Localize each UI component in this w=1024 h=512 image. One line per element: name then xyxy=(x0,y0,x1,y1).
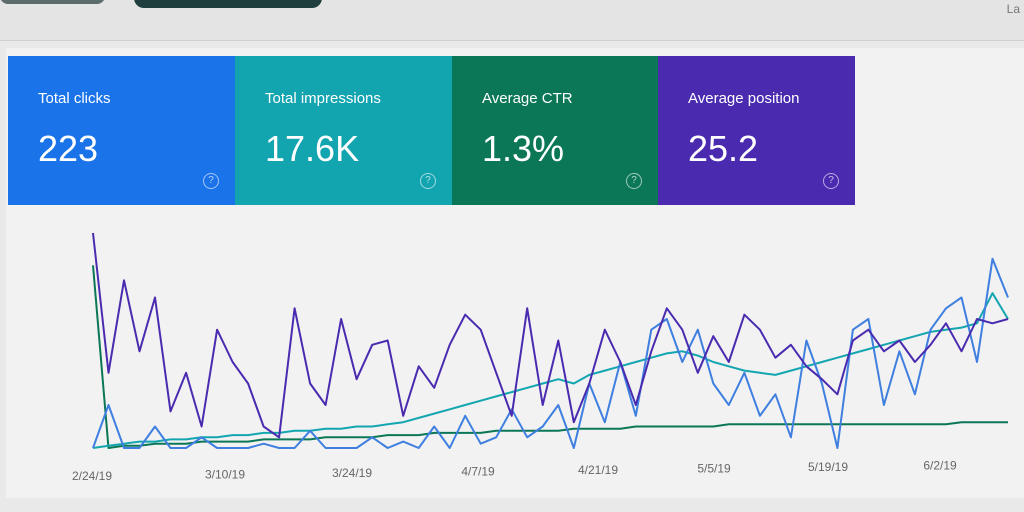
nav-button[interactable] xyxy=(0,0,105,4)
x-tick-label: 6/2/19 xyxy=(923,459,957,473)
card-value: 1.3% xyxy=(482,128,565,169)
card-average-ctr[interactable]: Average CTR 1.3% ? xyxy=(452,56,658,205)
card-label: Average CTR xyxy=(482,90,573,107)
series-line-total-clicks xyxy=(92,257,1009,449)
card-label: Average position xyxy=(688,90,800,107)
card-average-position[interactable]: Average position 25.2 ? xyxy=(658,56,855,205)
series-line-total-impressions xyxy=(92,292,1009,449)
x-tick-label: 3/24/19 xyxy=(332,466,372,480)
card-value: 17.6K xyxy=(265,128,360,169)
x-tick-label: 2/24/19 xyxy=(72,469,112,483)
help-icon[interactable]: ? xyxy=(823,173,839,189)
help-icon[interactable]: ? xyxy=(420,173,436,189)
card-label: Total clicks xyxy=(38,90,111,107)
help-icon[interactable]: ? xyxy=(203,173,219,189)
card-value: 25.2 xyxy=(688,128,759,169)
x-tick-label: 3/10/19 xyxy=(205,468,245,482)
card-value: 223 xyxy=(38,128,99,169)
series-line-average-ctr xyxy=(92,265,1008,449)
card-label: Total impressions xyxy=(265,90,381,107)
nav-button-active[interactable] xyxy=(134,0,322,8)
x-tick-label: 4/7/19 xyxy=(461,465,495,479)
top-bar: La xyxy=(0,0,1024,41)
series-line-average-position xyxy=(92,232,1009,439)
performance-chart: 2/24/19 3/10/19 3/24/19 4/7/19 4/21/19 5/5/19… xyxy=(72,232,1009,483)
x-tick-label: 5/5/19 xyxy=(697,462,731,476)
help-icon[interactable]: ? xyxy=(626,173,642,189)
card-total-clicks[interactable]: Total clicks 223 ? xyxy=(8,56,235,205)
card-total-impressions[interactable]: Total impressions 17.6K ? xyxy=(235,56,452,205)
x-tick-label: 4/21/19 xyxy=(578,463,618,477)
header-text: La xyxy=(1006,2,1020,16)
x-tick-label: 5/19/19 xyxy=(808,460,848,474)
